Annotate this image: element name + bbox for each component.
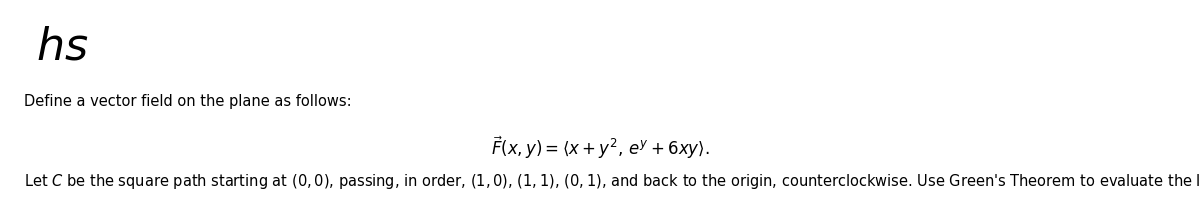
Text: Define a vector field on the plane as follows:: Define a vector field on the plane as fo…	[24, 94, 352, 109]
Text: Let $C$ be the square path starting at $(0, 0)$, passing, in order, $(1, 0)$, $(: Let $C$ be the square path starting at $…	[24, 169, 1200, 198]
Text: $\mathsf{\mathit{hs}}$: $\mathsf{\mathit{hs}}$	[36, 25, 89, 68]
Text: $\vec{F}(x, y) = \langle x + y^2,\, e^y + 6xy\rangle.$: $\vec{F}(x, y) = \langle x + y^2,\, e^y …	[491, 134, 709, 161]
